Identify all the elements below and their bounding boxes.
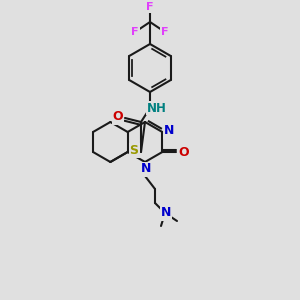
- Text: O: O: [178, 146, 189, 158]
- Text: S: S: [130, 143, 139, 157]
- Text: N: N: [161, 206, 171, 220]
- Text: F: F: [146, 2, 154, 12]
- Text: F: F: [161, 27, 169, 37]
- Text: O: O: [113, 110, 123, 124]
- Text: NH: NH: [147, 101, 167, 115]
- Text: N: N: [141, 163, 151, 176]
- Text: N: N: [164, 124, 175, 137]
- Text: F: F: [131, 27, 139, 37]
